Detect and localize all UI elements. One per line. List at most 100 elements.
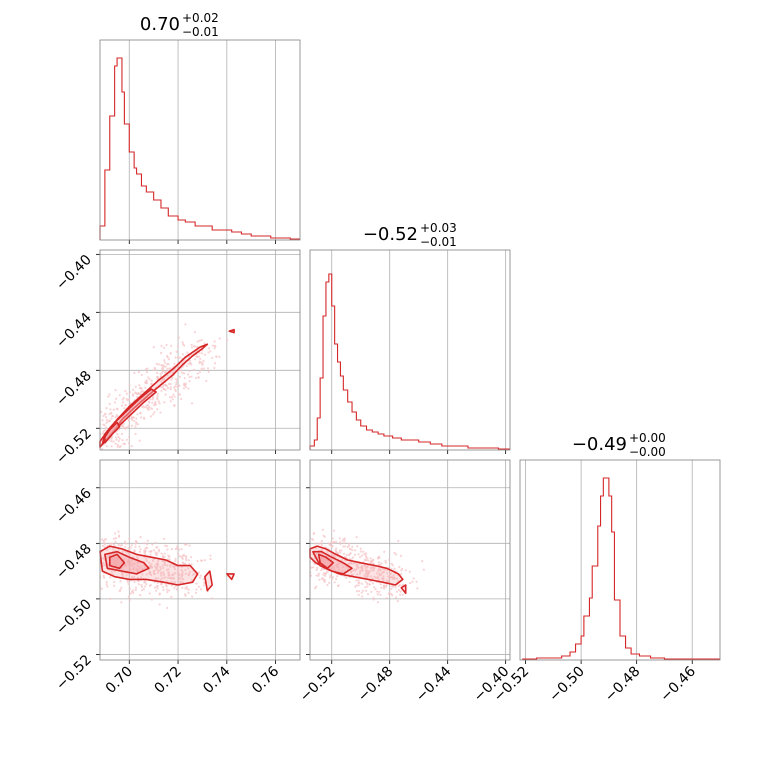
scatter-point bbox=[126, 426, 129, 429]
scatter-point bbox=[333, 569, 337, 572]
contour-island bbox=[226, 573, 235, 581]
scatter-point bbox=[383, 550, 386, 553]
scatter-point bbox=[93, 547, 95, 549]
scatter-point bbox=[306, 552, 308, 554]
scatter-point bbox=[318, 578, 321, 581]
scatter-point bbox=[145, 543, 149, 546]
scatter-point bbox=[321, 528, 324, 531]
x-tick-label: 0.70 bbox=[103, 664, 136, 697]
scatter-point bbox=[187, 559, 190, 562]
scatter-point bbox=[397, 585, 400, 588]
scatter-point bbox=[112, 547, 115, 550]
scatter-point bbox=[125, 392, 128, 395]
scatter-point bbox=[136, 557, 139, 560]
scatter-point bbox=[196, 340, 199, 343]
scatter-point bbox=[181, 371, 184, 374]
scatter-point bbox=[188, 359, 191, 362]
scatter-point bbox=[134, 391, 137, 394]
scatter-point bbox=[173, 572, 176, 575]
scatter-point bbox=[129, 561, 132, 564]
scatter-point bbox=[143, 585, 147, 588]
scatter-point bbox=[182, 581, 185, 584]
scatter-point bbox=[314, 552, 318, 555]
scatter-point bbox=[182, 372, 186, 375]
scatter-point bbox=[117, 530, 120, 533]
scatter-point bbox=[370, 590, 373, 593]
scatter-point bbox=[136, 576, 140, 579]
contour-island bbox=[400, 584, 407, 595]
scatter-point bbox=[195, 582, 198, 585]
scatter-point bbox=[160, 577, 163, 580]
scatter-point bbox=[163, 552, 166, 555]
scatter-point bbox=[108, 413, 111, 416]
scatter-point bbox=[102, 432, 105, 435]
scatter-point bbox=[157, 550, 160, 553]
scatter-point bbox=[155, 562, 158, 566]
histogram-bin bbox=[110, 116, 115, 240]
scatter-point bbox=[206, 367, 210, 370]
histogram-bin bbox=[626, 648, 632, 660]
scatter-point bbox=[118, 394, 121, 397]
scatter-point bbox=[354, 585, 357, 588]
title-minus-0: −0.01 bbox=[182, 25, 219, 39]
scatter-point bbox=[193, 331, 196, 334]
scatter-point bbox=[127, 582, 130, 585]
scatter-point bbox=[330, 540, 333, 543]
scatter-point bbox=[182, 387, 186, 390]
scatter-point bbox=[154, 589, 158, 592]
scatter-point bbox=[163, 346, 166, 350]
scatter-point bbox=[170, 584, 173, 587]
histogram-bin bbox=[384, 436, 393, 450]
scatter-point bbox=[187, 373, 190, 376]
title-main-1: −0.52 bbox=[363, 224, 418, 245]
scatter-point bbox=[181, 586, 184, 589]
scatter-point bbox=[121, 575, 124, 578]
scatter-point bbox=[101, 538, 104, 541]
scatter-point bbox=[178, 375, 182, 379]
scatter-point bbox=[112, 408, 115, 411]
scatter-point bbox=[170, 577, 173, 580]
scatter-point bbox=[142, 405, 145, 408]
scatter-point bbox=[121, 439, 124, 442]
scatter-point bbox=[128, 435, 131, 439]
scatter-point bbox=[178, 574, 181, 577]
scatter-point bbox=[114, 389, 117, 392]
scatter-point bbox=[183, 382, 186, 385]
scatter-point bbox=[104, 538, 107, 541]
scatter-point bbox=[320, 544, 323, 547]
scatter-point bbox=[215, 355, 218, 358]
scatter-point bbox=[161, 378, 164, 381]
scatter-point bbox=[93, 420, 95, 422]
panel-hist-1: −0.52 +0.03 −0.01 bbox=[363, 221, 457, 249]
scatter-point bbox=[100, 410, 103, 413]
scatter-point bbox=[337, 568, 340, 571]
scatter-point bbox=[112, 573, 115, 576]
scatter-point bbox=[136, 565, 139, 568]
scatter-point bbox=[88, 567, 90, 569]
scatter-point bbox=[134, 425, 137, 428]
scatter-point bbox=[178, 555, 181, 558]
scatter-point bbox=[365, 576, 368, 579]
scatter-point bbox=[109, 411, 113, 415]
histogram-step-line bbox=[309, 273, 510, 450]
scatter-point bbox=[103, 424, 106, 427]
scatter-point bbox=[180, 575, 183, 578]
histogram-bin bbox=[185, 222, 195, 240]
scatter-point bbox=[149, 572, 152, 575]
scatter-point bbox=[157, 577, 160, 580]
scatter-point bbox=[108, 393, 111, 396]
scatter-point bbox=[190, 563, 193, 566]
histogram-bin bbox=[168, 216, 178, 240]
scatter-point bbox=[125, 397, 128, 401]
scatter-point bbox=[416, 587, 419, 590]
scatter-point bbox=[310, 566, 313, 569]
scatter-point bbox=[163, 401, 166, 404]
scatter-point bbox=[120, 404, 124, 407]
scatter-point bbox=[190, 579, 194, 582]
scatter-point bbox=[170, 595, 173, 599]
scatter-point bbox=[140, 390, 143, 394]
scatter-point bbox=[339, 542, 342, 545]
scatter-point bbox=[338, 561, 341, 564]
scatter-point bbox=[170, 395, 174, 398]
scatter-point bbox=[138, 439, 141, 442]
